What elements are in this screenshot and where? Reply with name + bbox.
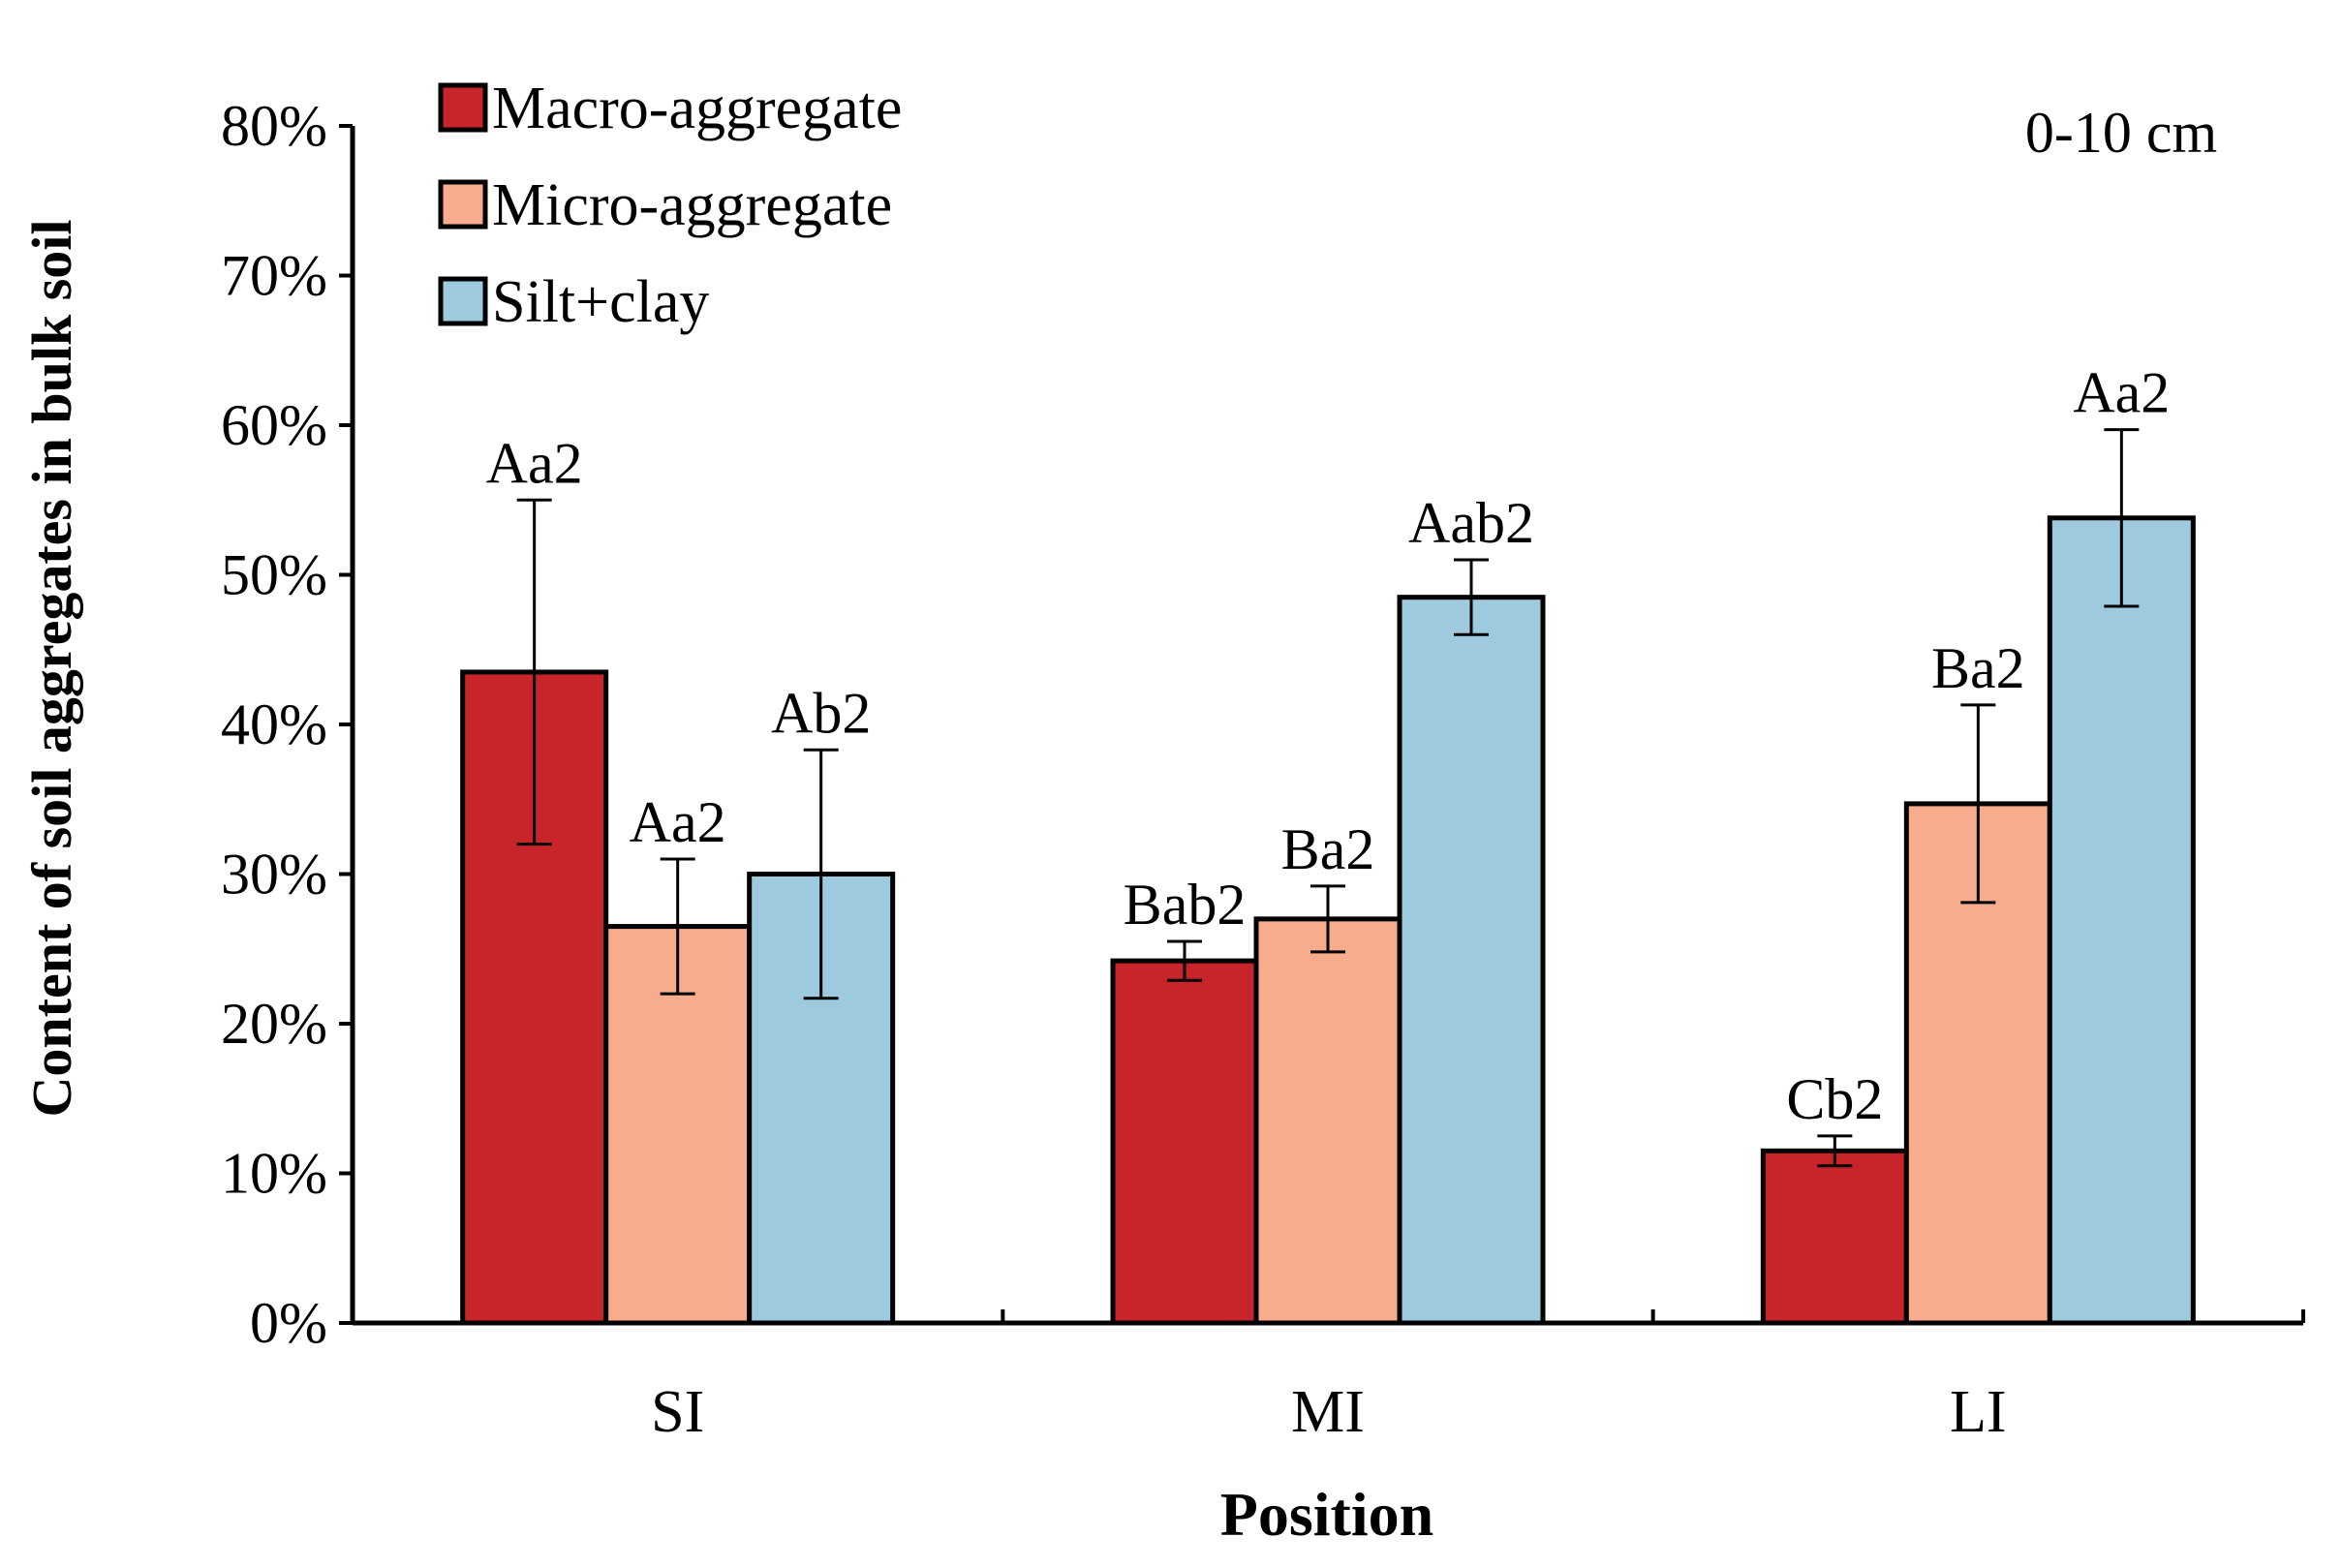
significance-label: Bab2: [1124, 873, 1247, 937]
y-axis-title: Content of soil aggregates in bulk soil: [20, 219, 83, 1117]
x-tick-label-si: SI: [651, 1379, 704, 1445]
x-tick-label-mi: MI: [1291, 1379, 1365, 1445]
legend-label: Micro-aggregate: [492, 172, 892, 238]
bar-micro-aggregate-mi: [1253, 916, 1402, 1326]
y-tick-label: 60%: [221, 393, 327, 457]
significance-label: Cb2: [1786, 1067, 1883, 1131]
significance-label: Ba2: [1931, 636, 2025, 700]
axes: 0% 10% 20% 30% 40% 50% 60% 70% 80% SI MI LI: [221, 94, 2305, 1445]
legend-swatch-micro-aggregate: [438, 179, 488, 230]
bar-macro-aggregate-li: [1760, 1148, 1909, 1326]
legend-swatch-macro-aggregate: [438, 82, 488, 133]
significance-label: Aa2: [2073, 361, 2170, 425]
x-tick-label-li: LI: [1950, 1379, 2007, 1445]
significance-label: Aa2: [630, 790, 726, 854]
y-tick-label: 50%: [221, 543, 327, 607]
y-tick-label: 0%: [250, 1291, 327, 1355]
legend-label: Silt+clay: [492, 269, 709, 335]
significance-label: Aab2: [1408, 491, 1534, 555]
legend-swatch-silt-clay: [438, 276, 488, 326]
y-tick-label: 80%: [221, 94, 327, 158]
x-axis-title: Position: [1220, 1480, 1433, 1549]
significance-label: Ab2: [771, 681, 871, 745]
significance-label: Aa2: [486, 431, 583, 495]
y-tick-label: 20%: [221, 992, 327, 1056]
bars: Aa2 Aa2 Ab2 Bab2 Ba2 Aab2 Cb2 Ba2 Aa2: [460, 361, 2196, 1326]
y-tick-label: 10%: [221, 1142, 327, 1206]
y-tick-label: 30%: [221, 843, 327, 907]
bar-silt-clay-mi: [1397, 595, 1546, 1326]
y-tick-label: 40%: [221, 692, 327, 756]
legend: Macro-aggregate Micro-aggregate Silt+clay: [438, 76, 902, 335]
significance-label: Ba2: [1281, 817, 1375, 881]
depth-annotation: 0-10 cm: [2025, 101, 2217, 165]
bar-macro-aggregate-mi: [1110, 958, 1259, 1326]
bar-silt-clay-li: [2047, 515, 2196, 1326]
legend-label: Macro-aggregate: [492, 76, 902, 141]
y-tick-label: 70%: [221, 244, 327, 308]
